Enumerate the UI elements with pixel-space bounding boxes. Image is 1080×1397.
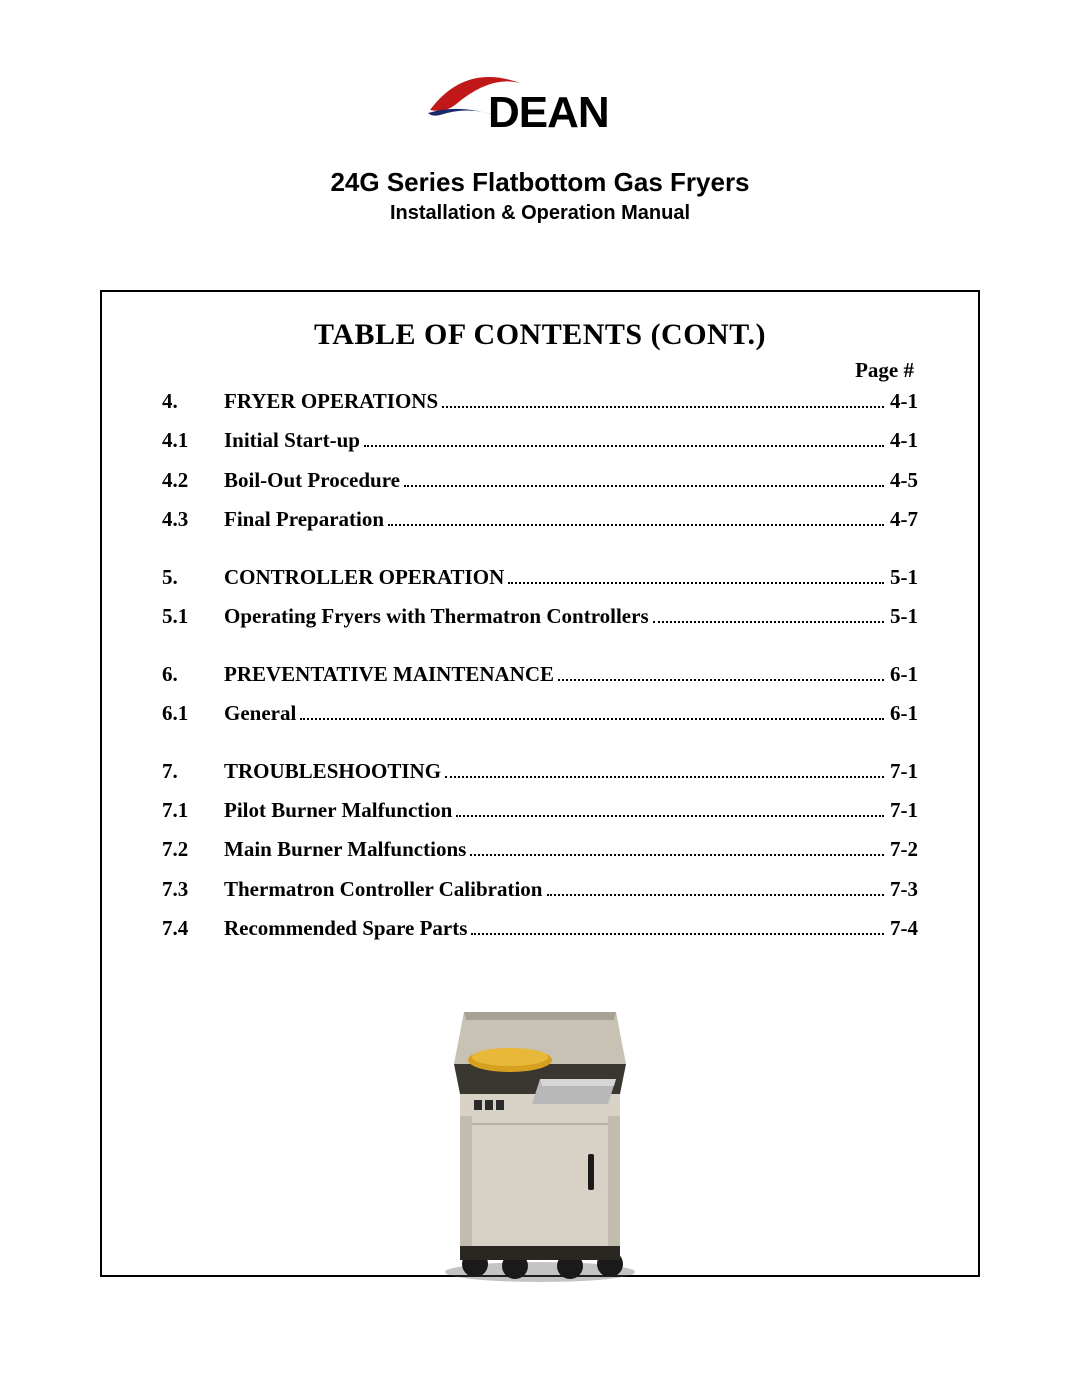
toc-page-number: 5-1 <box>888 601 918 631</box>
toc-list: 4.FRYER OPERATIONS4-14.1Initial Start-up… <box>162 385 918 944</box>
toc-leader-dots <box>653 600 884 623</box>
toc-row: 7.TROUBLESHOOTING 7-1 <box>162 755 918 786</box>
toc-page-number: 6-1 <box>888 659 918 689</box>
toc-page-number: 7-2 <box>888 834 918 864</box>
toc-section-number: 4.2 <box>162 465 224 495</box>
toc-section-label: TROUBLESHOOTING <box>224 756 441 786</box>
toc-section-number: 7.4 <box>162 913 224 943</box>
toc-section-label: FRYER OPERATIONS <box>224 386 438 416</box>
document-page: DEAN 24G Series Flatbottom Gas Fryers In… <box>0 0 1080 1397</box>
brand-text: DEAN <box>488 88 609 137</box>
toc-section-label: Thermatron Controller Calibration <box>224 874 543 904</box>
page-header: DEAN 24G Series Flatbottom Gas Fryers In… <box>0 0 1080 225</box>
toc-row: 5.CONTROLLER OPERATION 5-1 <box>162 561 918 592</box>
fryer-svg <box>420 994 660 1284</box>
toc-row: 6.PREVENTATIVE MAINTENANCE 6-1 <box>162 658 918 689</box>
toc-leader-dots <box>508 561 884 584</box>
toc-leader-dots <box>445 755 884 778</box>
toc-section-number: 6. <box>162 659 224 689</box>
toc-section-number: 4.3 <box>162 504 224 534</box>
toc-section-number: 5. <box>162 562 224 592</box>
toc-row: 4.3Final Preparation 4-7 <box>162 503 918 534</box>
toc-leader-dots <box>442 385 884 408</box>
toc-section-label: PREVENTATIVE MAINTENANCE <box>224 659 554 689</box>
toc-section-label: Pilot Burner Malfunction <box>224 795 452 825</box>
toc-section-number: 7.1 <box>162 795 224 825</box>
toc-group-gap <box>162 737 918 755</box>
toc-page-number: 4-7 <box>888 504 918 534</box>
toc-leader-dots <box>558 658 884 681</box>
toc-section-number: 6.1 <box>162 698 224 728</box>
toc-leader-dots <box>404 464 884 487</box>
toc-section-number: 7.2 <box>162 834 224 864</box>
toc-heading: TABLE OF CONTENTS (CONT.) <box>162 318 918 352</box>
toc-section-number: 7. <box>162 756 224 786</box>
toc-leader-dots <box>300 697 884 720</box>
toc-section-number: 5.1 <box>162 601 224 631</box>
toc-row: 7.2Main Burner Malfunctions 7-2 <box>162 833 918 864</box>
toc-row: 7.1Pilot Burner Malfunction 7-1 <box>162 794 918 825</box>
toc-row: 7.4Recommended Spare Parts 7-4 <box>162 912 918 943</box>
toc-row: 4.1Initial Start-up 4-1 <box>162 424 918 455</box>
toc-row: 4.FRYER OPERATIONS 4-1 <box>162 385 918 416</box>
toc-section-label: General <box>224 698 296 728</box>
toc-section-number: 7.3 <box>162 874 224 904</box>
toc-page-number: 4-5 <box>888 465 918 495</box>
toc-leader-dots <box>364 424 884 447</box>
toc-section-label: Final Preparation <box>224 504 384 534</box>
toc-page-number: 4-1 <box>888 386 918 416</box>
toc-leader-dots <box>471 912 884 935</box>
toc-page-number: 7-4 <box>888 913 918 943</box>
toc-group-gap <box>162 543 918 561</box>
toc-row: 7.3Thermatron Controller Calibration 7-3 <box>162 873 918 904</box>
toc-section-label: Recommended Spare Parts <box>224 913 467 943</box>
toc-leader-dots <box>470 833 884 856</box>
brand-logo: DEAN <box>410 55 670 155</box>
toc-leader-dots <box>547 873 885 896</box>
toc-page-number: 6-1 <box>888 698 918 728</box>
toc-leader-dots <box>388 503 884 526</box>
fryer-illustration <box>162 994 918 1289</box>
toc-row: 4.2Boil-Out Procedure 4-5 <box>162 464 918 495</box>
toc-page-number: 7-1 <box>888 795 918 825</box>
toc-row: 6.1General 6-1 <box>162 697 918 728</box>
toc-leader-dots <box>456 794 884 817</box>
toc-page-number: 4-1 <box>888 425 918 455</box>
toc-section-label: Boil-Out Procedure <box>224 465 400 495</box>
page-number-header: Page # <box>162 358 918 383</box>
toc-section-label: CONTROLLER OPERATION <box>224 562 504 592</box>
toc-group-gap <box>162 640 918 658</box>
dean-logo-svg: DEAN <box>410 55 670 150</box>
product-title: 24G Series Flatbottom Gas Fryers <box>0 167 1080 198</box>
toc-page-number: 7-1 <box>888 756 918 786</box>
toc-row: 5.1Operating Fryers with Thermatron Cont… <box>162 600 918 631</box>
toc-section-label: Main Burner Malfunctions <box>224 834 466 864</box>
toc-section-label: Operating Fryers with Thermatron Control… <box>224 601 649 631</box>
content-frame: TABLE OF CONTENTS (CONT.) Page # 4.FRYER… <box>100 290 980 1277</box>
toc-section-number: 4. <box>162 386 224 416</box>
toc-page-number: 7-3 <box>888 874 918 904</box>
toc-section-number: 4.1 <box>162 425 224 455</box>
toc-section-label: Initial Start-up <box>224 425 360 455</box>
manual-subtitle: Installation & Operation Manual <box>0 202 1080 225</box>
toc-page-number: 5-1 <box>888 562 918 592</box>
